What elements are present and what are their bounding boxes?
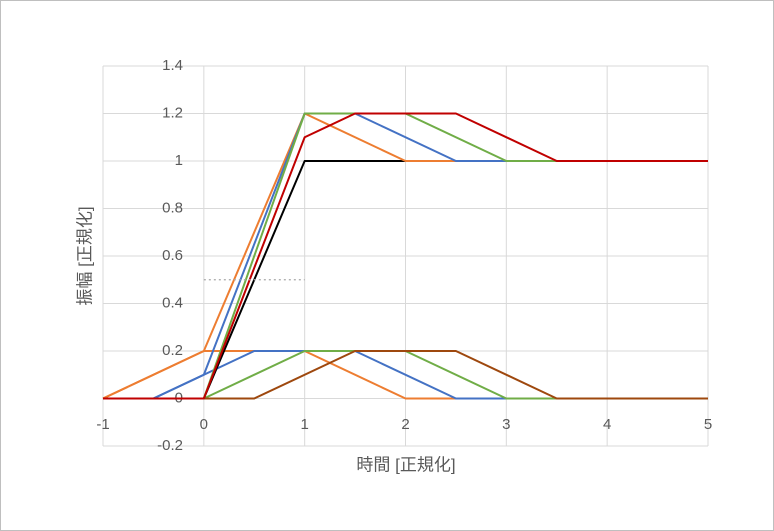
y-tick-label: 1.2 bbox=[162, 104, 183, 121]
y-tick-label: 0.4 bbox=[162, 294, 183, 311]
series-line bbox=[103, 112, 708, 400]
x-tick-label: 0 bbox=[200, 416, 208, 433]
x-tick-label: 4 bbox=[603, 416, 611, 433]
y-tick-label: 0.8 bbox=[162, 199, 183, 216]
x-tick-label: 5 bbox=[704, 416, 712, 433]
y-tick-label: 0.6 bbox=[162, 247, 183, 264]
y-tick-label: -0.2 bbox=[157, 437, 183, 454]
series-line bbox=[103, 350, 708, 400]
y-axis-label: 振幅 [正規化] bbox=[75, 206, 94, 305]
x-axis-label: 時間 [正規化] bbox=[356, 455, 455, 474]
y-tick-label: 1.4 bbox=[162, 57, 183, 74]
y-tick-label: 0.2 bbox=[162, 342, 183, 359]
x-tick-label: 3 bbox=[502, 416, 510, 433]
x-tick-label: 1 bbox=[300, 416, 308, 433]
y-tick-label: 1 bbox=[175, 152, 183, 169]
x-tick-label: -1 bbox=[96, 416, 109, 433]
x-tick-label: 2 bbox=[401, 416, 409, 433]
